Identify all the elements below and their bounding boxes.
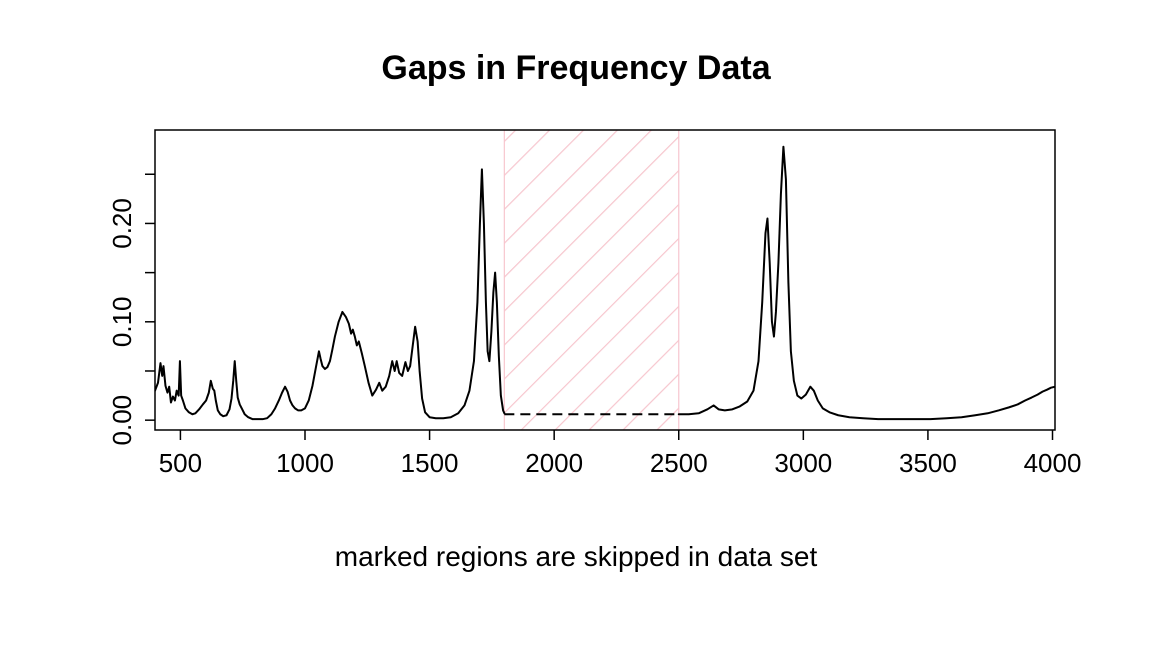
x-tick-label: 2500 [650,448,708,478]
x-tick-label: 3500 [899,448,957,478]
x-tick-label: 3000 [774,448,832,478]
x-tick-label: 1000 [276,448,334,478]
y-tick-label: 0.00 [107,395,137,446]
x-tick-label: 4000 [1024,448,1082,478]
chart-svg: 500 1000 1500 2000 2500 3000 3500 4000 0.00 0.10 0… [0,0,1152,672]
gap-region [504,130,678,430]
x-tick-label: 500 [159,448,202,478]
spectrum-line-right [679,147,1055,419]
chart-container: Gaps in Frequency Data marked regions ar… [0,0,1152,672]
spectrum-line-left [155,169,504,419]
y-tick-label: 0.20 [107,198,137,249]
x-tick-label: 2000 [525,448,583,478]
y-tick-label: 0.10 [107,296,137,347]
x-tick-label: 1500 [401,448,459,478]
